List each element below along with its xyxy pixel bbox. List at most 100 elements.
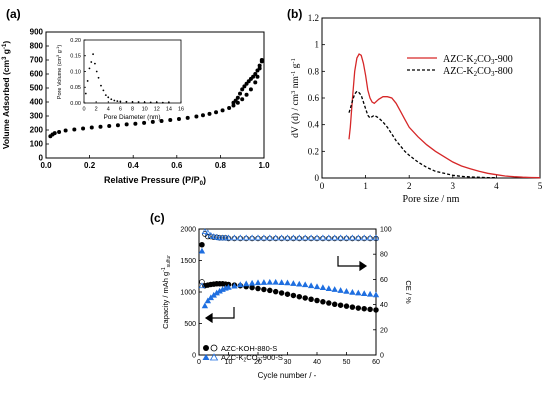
y-tick-label: 800 xyxy=(30,42,44,51)
inset-y-ticks: 0.00 0.05 0.10 0.15 0.20 xyxy=(70,38,86,107)
y-tick-label: 0.10 xyxy=(70,69,81,75)
koh-ce-point xyxy=(308,235,314,242)
k2co3-ce-point xyxy=(213,233,220,240)
pore-volume-point xyxy=(107,96,110,99)
y-tick-label: 1.2 xyxy=(308,13,319,23)
x-tick-label: 40 xyxy=(313,359,321,366)
panel-a-inset: 0.00 0.05 0.10 0.15 0.20 0 2 4 6 8 10 12 14 16 Pore … xyxy=(55,38,184,121)
k2co3-capacity-point xyxy=(201,302,209,309)
adsorption-point xyxy=(150,119,155,124)
y2-tick-label: 80 xyxy=(380,252,388,259)
panel-a-x-axis-label: Relative Pressure (P/P0) xyxy=(104,175,206,187)
koh-ce-point xyxy=(331,235,338,242)
koh-capacity-point xyxy=(320,299,326,305)
x-tick-label: 0 xyxy=(320,181,325,191)
k2co3-capacity-point xyxy=(231,282,238,289)
pore-volume-point xyxy=(143,101,146,104)
koh-capacity-point xyxy=(361,305,367,312)
adsorption-point xyxy=(168,118,173,123)
inset-x-axis-label: Pore Diameter (nm) xyxy=(103,114,160,121)
koh-capacity-point xyxy=(267,287,273,294)
x-tick-label: 8 xyxy=(131,107,134,113)
pore-volume-point xyxy=(125,100,128,103)
legend-label-k2co3: AZC-K2CO3-900-S xyxy=(221,353,283,364)
pore-volume-point xyxy=(149,101,152,104)
panel-c-right-y-ticks: 0 20 40 60 80 100 xyxy=(373,227,392,360)
y-tick-label: 500 xyxy=(30,84,44,93)
koh-capacity-point xyxy=(199,242,205,248)
koh-ce-point xyxy=(225,235,232,242)
x-tick-label: 2 xyxy=(407,181,412,191)
x-tick-label: 14 xyxy=(166,107,172,113)
x-tick-label: 10 xyxy=(142,107,148,113)
desorption-point xyxy=(259,58,264,62)
k2co3-ce-point xyxy=(207,231,214,238)
adsorption-point xyxy=(253,80,258,85)
k2co3-ce-point xyxy=(355,234,362,241)
panel-b-plot-frame xyxy=(321,17,541,179)
koh-ce-point xyxy=(237,235,244,242)
panel-b-legend: AZC-K2CO3-900 AZC-K2CO3-800 xyxy=(407,54,513,78)
pore-volume-point xyxy=(92,53,94,56)
koh-ce-point xyxy=(314,235,320,242)
k2co3-capacity-point xyxy=(290,280,297,286)
k2co3-capacity-point xyxy=(278,279,285,285)
legend-marker-filled-circle xyxy=(203,345,209,351)
legend-marker-open-triangle xyxy=(209,353,219,361)
panel-b: (b) 0 0.2 0.4 0.6 0.8 1 1.2 0 1 2 3 4 5 AZC-K2CO3-9… xyxy=(287,7,543,205)
k2co3-capacity-point xyxy=(372,291,380,298)
k2co3-ce-point xyxy=(254,234,262,241)
adsorption-point xyxy=(244,92,249,97)
y-tick-label: 0.15 xyxy=(70,54,81,60)
adsorption-point xyxy=(81,126,86,131)
koh-capacity-point xyxy=(343,303,350,309)
k2co3-ce-point xyxy=(372,234,380,241)
pore-volume-point xyxy=(131,101,134,103)
y-tick-label: 0.8 xyxy=(308,66,320,76)
adsorption-point xyxy=(207,111,212,116)
inset-plot-frame xyxy=(83,39,182,104)
panel-a-data-points xyxy=(48,58,264,139)
koh-ce-point xyxy=(337,235,344,242)
desorption-point xyxy=(240,87,245,92)
k2co3-capacity-point xyxy=(319,284,327,291)
koh-ce-point xyxy=(231,235,238,242)
adsorption-point xyxy=(214,110,219,115)
k2co3-capacity-point xyxy=(349,288,356,295)
y-tick-label: 0 xyxy=(192,352,196,359)
k2co3-ce-point xyxy=(361,234,368,241)
k2co3-ce-point xyxy=(225,234,232,241)
pore-volume-point xyxy=(102,89,105,92)
adsorption-point xyxy=(124,122,129,127)
panel-c-x-axis-label: Cycle number / - xyxy=(258,371,317,380)
desorption-point xyxy=(235,95,240,100)
pore-volume-point xyxy=(116,100,119,103)
y-tick-label: 300 xyxy=(30,112,44,121)
k2co3-ce-point xyxy=(248,234,256,241)
y-tick-label: 0.2 xyxy=(308,146,319,156)
k2co3-ce-point xyxy=(243,234,250,241)
adsorption-point xyxy=(231,103,236,108)
pore-volume-point xyxy=(113,99,116,102)
pore-volume-point xyxy=(137,101,140,103)
pore-volume-point xyxy=(84,92,87,95)
koh-capacity-point xyxy=(284,291,291,297)
adsorption-point xyxy=(52,131,57,136)
k2co3-ce-point xyxy=(231,234,238,241)
panel-c-legend: AZC-KOH-880-S AZC-K2CO3-900-S xyxy=(202,344,283,364)
koh-capacity-point xyxy=(302,295,308,301)
koh-ce-point xyxy=(199,279,205,285)
k2co3-capacity-point xyxy=(237,281,244,288)
pore-volume-point xyxy=(97,76,100,79)
series-line-800 xyxy=(348,90,497,179)
k2co3-capacity-point xyxy=(284,279,291,286)
adsorption-point xyxy=(240,97,245,102)
k2co3-capacity-point xyxy=(198,247,206,254)
panel-c-x-ticks: 0 10 20 30 40 50 60 xyxy=(197,352,380,366)
x-tick-label: 0.2 xyxy=(84,161,96,170)
pore-volume-point xyxy=(104,94,107,97)
panel-c-right-y-axis-label: CE / % xyxy=(404,280,413,304)
k2co3-ce-point xyxy=(237,234,244,241)
k2co3-ce-point xyxy=(260,234,268,241)
pore-volume-point xyxy=(161,101,164,104)
